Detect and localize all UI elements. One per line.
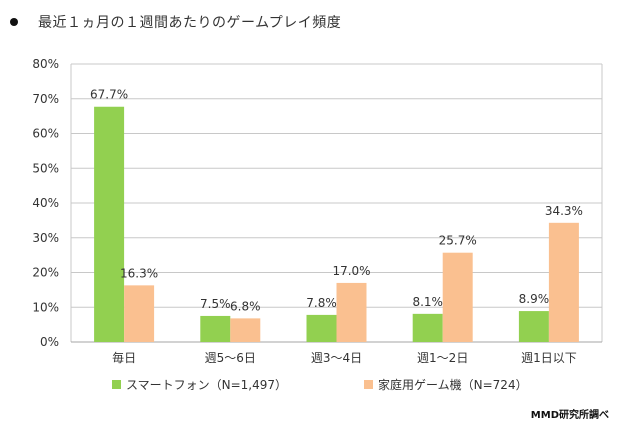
- x-tick-label: 週5～6日: [205, 351, 256, 365]
- data-label-smartphone: 67.7%: [90, 88, 128, 102]
- legend-label-console: 家庭用ゲーム機（N=724）: [378, 378, 528, 392]
- bar-console: [442, 252, 473, 342]
- bar-console: [230, 318, 261, 342]
- bar-smartphone: [94, 106, 125, 343]
- title-row: 最近１ヵ月の１週間あたりのゲームプレイ頻度: [10, 10, 341, 34]
- data-label-console: 16.3%: [120, 266, 158, 280]
- bar-console: [336, 282, 367, 342]
- chart-title: 最近１ヵ月の１週間あたりのゲームプレイ頻度: [38, 15, 342, 31]
- y-tick-label: 50%: [32, 161, 59, 175]
- x-tick-label: 週1日以下: [521, 351, 577, 365]
- bar-smartphone: [412, 313, 443, 342]
- legend-label-smartphone: スマートフォン（N=1,497）: [126, 378, 288, 392]
- bar-smartphone: [200, 315, 231, 342]
- bar-console: [548, 222, 579, 342]
- data-label-console: 17.0%: [332, 264, 370, 278]
- bar-console: [124, 285, 155, 342]
- data-label-console: 25.7%: [439, 234, 477, 248]
- x-tick-label: 毎日: [112, 350, 136, 365]
- y-tick-label: 0%: [40, 335, 59, 349]
- x-tick-label: 週1～2日: [417, 351, 468, 365]
- y-tick-label: 70%: [32, 92, 59, 106]
- bar-smartphone: [306, 314, 337, 342]
- bullet-icon: [10, 18, 18, 26]
- data-label-smartphone: 8.9%: [519, 292, 550, 306]
- legend: スマートフォン（N=1,497） 家庭用ゲーム機（N=724）: [112, 376, 592, 392]
- legend-swatch-smartphone: [112, 380, 121, 389]
- y-tick-label: 30%: [32, 231, 59, 245]
- data-label-console: 6.8%: [230, 299, 261, 313]
- legend-swatch-console: [364, 380, 373, 389]
- legend-item-smartphone: スマートフォン（N=1,497）: [112, 376, 287, 393]
- y-tick-label: 80%: [32, 57, 59, 71]
- data-label-console: 34.3%: [545, 204, 583, 218]
- y-tick-label: 60%: [32, 127, 59, 141]
- bar-smartphone: [518, 311, 549, 342]
- y-tick-label: 10%: [32, 300, 59, 314]
- y-tick-label: 40%: [32, 196, 59, 210]
- y-tick-label: 20%: [32, 266, 59, 280]
- source-credit: MMD研究所調べ: [530, 410, 609, 421]
- data-label-smartphone: 7.8%: [306, 296, 337, 310]
- data-label-smartphone: 8.1%: [412, 295, 443, 309]
- data-label-smartphone: 7.5%: [200, 297, 231, 311]
- x-tick-label: 週3～4日: [311, 351, 362, 365]
- legend-item-console: 家庭用ゲーム機（N=724）: [364, 376, 528, 393]
